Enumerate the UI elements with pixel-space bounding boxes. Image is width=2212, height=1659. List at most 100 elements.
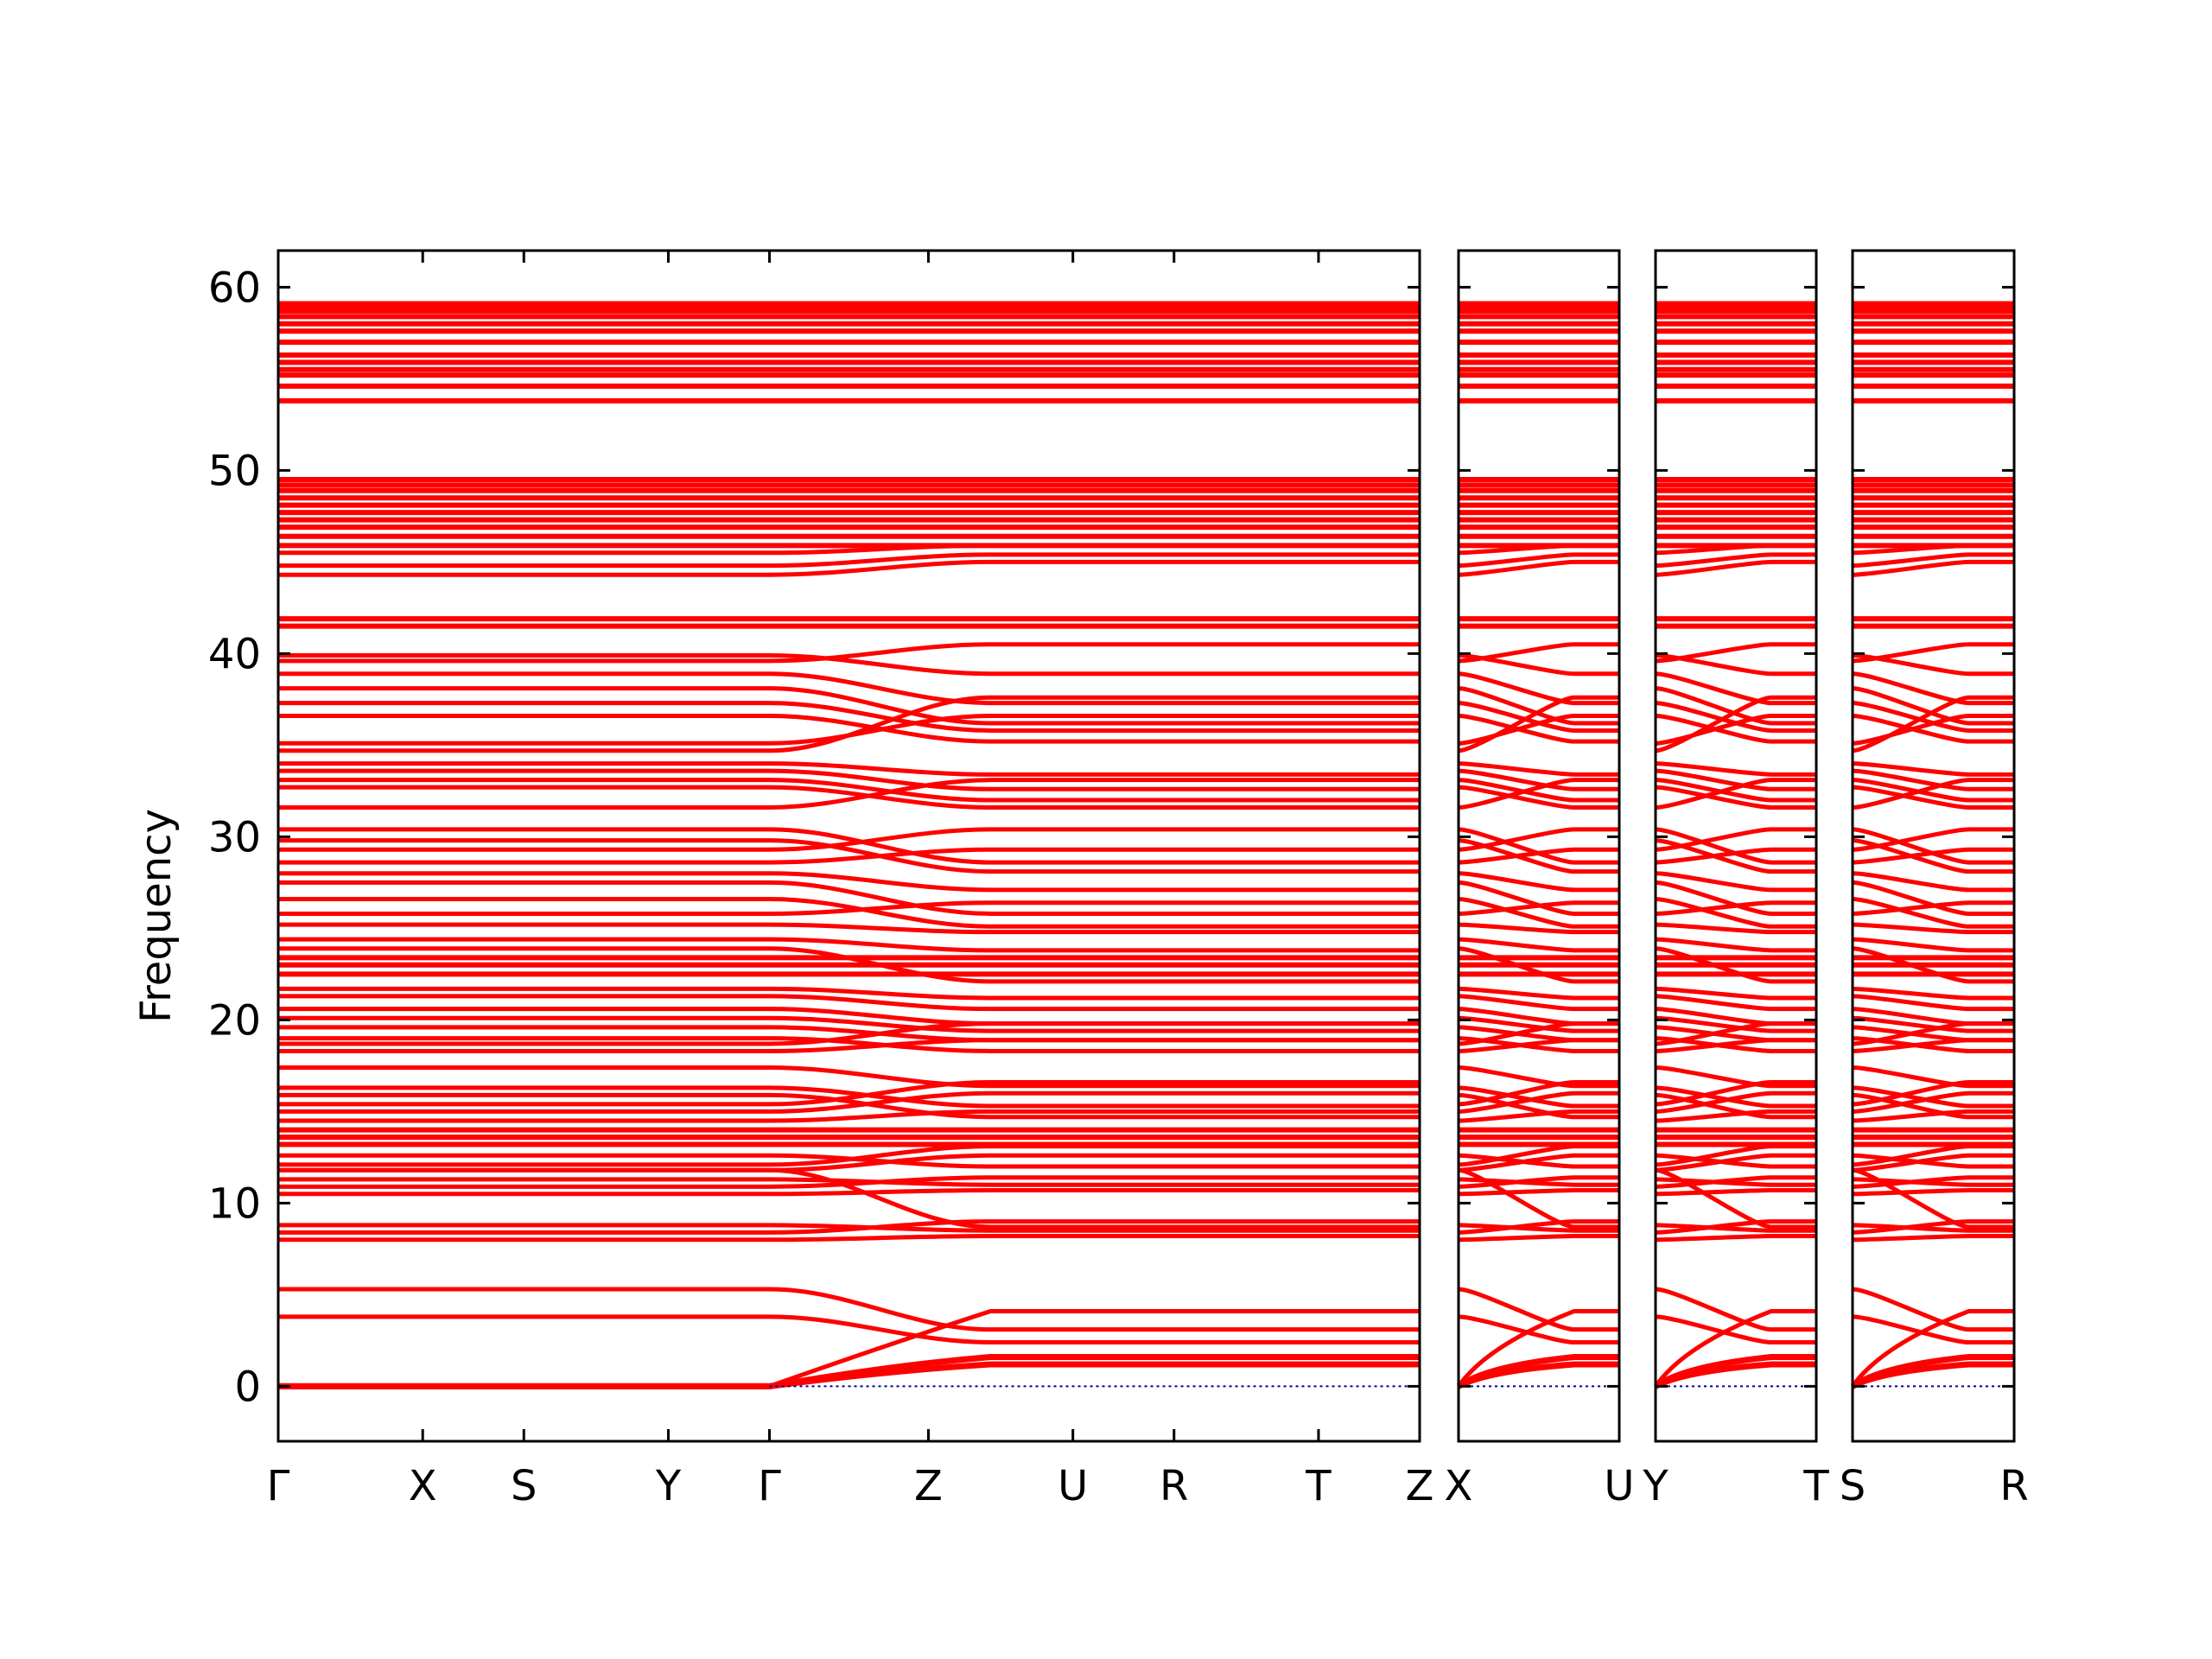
band-line: [1852, 1188, 2014, 1197]
band-line: [1458, 695, 1619, 753]
band-line: [1458, 768, 1619, 791]
band-line: [278, 880, 1420, 916]
x-tick-label: Y: [655, 1462, 682, 1510]
x-tick-label: T: [1305, 1462, 1332, 1510]
band-line: [1655, 994, 1816, 1012]
band-line: [1655, 1153, 1816, 1173]
band-line: [1458, 761, 1619, 777]
band-line: [278, 543, 1420, 556]
band-line: [1852, 1219, 2014, 1235]
acoustic-band-line: [1850, 1308, 2014, 1388]
band-line: [1852, 695, 2014, 753]
x-tick-label: Z: [1406, 1462, 1434, 1510]
band-line: [1852, 1090, 2014, 1114]
band-line: [1458, 1188, 1619, 1197]
y-axis-label: Frequency: [132, 809, 181, 1023]
y-tick-label: 40: [208, 630, 261, 678]
band-line: [1458, 1153, 1619, 1173]
band-line: [1852, 838, 2014, 874]
band-line: [1852, 1109, 2014, 1123]
band-line: [1852, 642, 2014, 664]
band-line: [1458, 1109, 1619, 1123]
x-tick-label: T: [1802, 1462, 1829, 1510]
band-line: [1458, 1144, 1619, 1167]
band-line: [1655, 1109, 1816, 1123]
band-line: [1458, 994, 1619, 1012]
band-line: [1852, 778, 2014, 810]
band-line: [1655, 1167, 1816, 1230]
band-line: [1852, 880, 2014, 916]
band-line: [1655, 543, 1816, 556]
band-line: [278, 827, 1420, 865]
band-line: [1458, 1085, 1619, 1109]
y-tick-label: 30: [208, 813, 261, 861]
band-line: [1458, 1090, 1619, 1114]
band-line: [1655, 1090, 1816, 1114]
band-line: [1655, 827, 1816, 852]
band-line: [278, 900, 1420, 916]
band-line: [1655, 761, 1816, 777]
band-line: [1655, 1175, 1816, 1189]
band-line: [1655, 847, 1816, 865]
band-line: [1852, 1079, 2014, 1107]
panel-frame: [1851, 249, 2016, 1443]
band-line: [1458, 1314, 1619, 1345]
x-tick-label: S: [511, 1462, 537, 1510]
band-line: [1852, 1085, 2014, 1109]
band-line: [278, 1090, 1420, 1114]
band-line: [278, 1175, 1420, 1189]
band-line: [1852, 543, 2014, 556]
band-line: [278, 1167, 1420, 1230]
band-line: [278, 1092, 1420, 1120]
band-line: [1458, 880, 1619, 916]
band-line: [1852, 552, 2014, 569]
band-line: [1852, 1144, 2014, 1167]
band-line: [1458, 986, 1619, 1001]
band-line: [1655, 986, 1816, 1001]
acoustic-band-line: [1456, 1308, 1619, 1388]
band-line: [1852, 937, 2014, 953]
band-line: [1655, 880, 1816, 916]
x-tick-label: Γ: [758, 1462, 781, 1510]
band-line: [278, 1287, 1420, 1332]
acoustic-band-line: [1851, 1361, 2014, 1389]
band-line: [1655, 695, 1816, 753]
band-line: [1852, 768, 2014, 791]
band-line: [1852, 1314, 2014, 1345]
bands-layer: [278, 301, 2014, 1389]
band-line: [1655, 1314, 1816, 1345]
band-line: [1458, 1038, 1619, 1053]
band-line: [1655, 778, 1816, 810]
band-line: [1655, 768, 1816, 791]
band-line: [1458, 686, 1619, 726]
band-line: [1852, 994, 2014, 1012]
y-tick-label: 50: [208, 447, 261, 495]
band-line: [1458, 847, 1619, 865]
band-line: [1458, 1167, 1619, 1230]
band-line: [1852, 1287, 2014, 1332]
band-line: [1655, 1219, 1816, 1235]
band-line: [1655, 1188, 1816, 1197]
x-tick-label: X: [1445, 1462, 1473, 1510]
band-line: [278, 701, 1420, 733]
band-line: [278, 871, 1420, 893]
band-line: [1458, 1175, 1619, 1189]
band-line: [278, 1015, 1420, 1033]
band-line: [278, 994, 1420, 1012]
x-tick-label: X: [409, 1462, 437, 1510]
band-line: [278, 937, 1420, 953]
band-line: [1458, 559, 1619, 577]
band-line: [1852, 1092, 2014, 1120]
band-line: [1852, 827, 2014, 852]
band-line: [1458, 785, 1619, 810]
band-line: [1458, 937, 1619, 953]
band-line: [1655, 827, 1816, 865]
band-line: [1655, 559, 1816, 577]
band-line: [1458, 642, 1619, 664]
band-line: [1852, 1038, 2014, 1053]
x-tick-label: Z: [914, 1462, 943, 1510]
band-line: [1852, 922, 2014, 935]
band-line: [278, 778, 1420, 803]
band-line: [1852, 946, 2014, 984]
